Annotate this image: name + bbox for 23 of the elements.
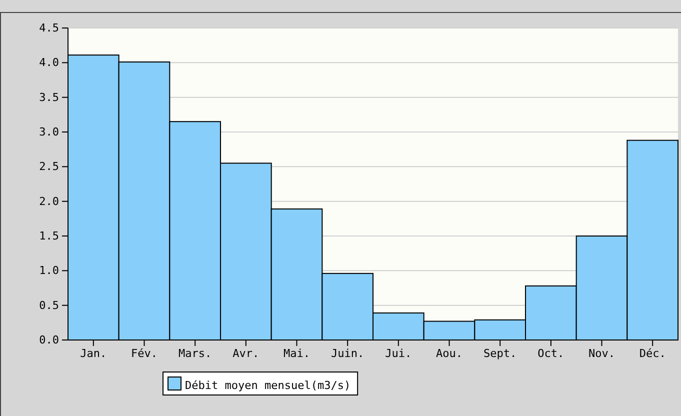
x-tick-label: Aou. [436,346,462,360]
y-tick-label: 1.0 [39,264,59,278]
x-tick-label: Fév. [131,346,158,360]
legend-label: Débit moyen mensuel(m3/s) [185,379,351,392]
y-tick-label: 3.5 [39,90,59,104]
x-tick-label: Mars. [178,346,212,360]
y-tick-label: 2.5 [39,160,59,174]
x-tick-label: Avr. [232,346,260,360]
x-tick-label: Déc. [639,346,666,360]
x-tick-label: Sept. [484,346,517,360]
y-tick-label: 0.5 [39,298,59,312]
x-tick-label: Jan. [80,346,107,360]
y-tick-label: 2.0 [39,194,59,208]
y-tick-label: 3.0 [39,126,59,139]
x-tick-label: Oct. [538,346,564,360]
x-tick-label: Juin. [331,346,364,360]
x-tick-label: Mai. [284,346,310,360]
y-tick-label: 1.5 [39,230,59,243]
y-tick-label: 4.0 [39,56,59,70]
x-tick-label: Nov. [588,346,615,360]
y-tick-label: 4.5 [39,22,59,35]
x-tick-label: Jui. [385,346,412,360]
y-tick-label: 0.0 [39,334,59,347]
